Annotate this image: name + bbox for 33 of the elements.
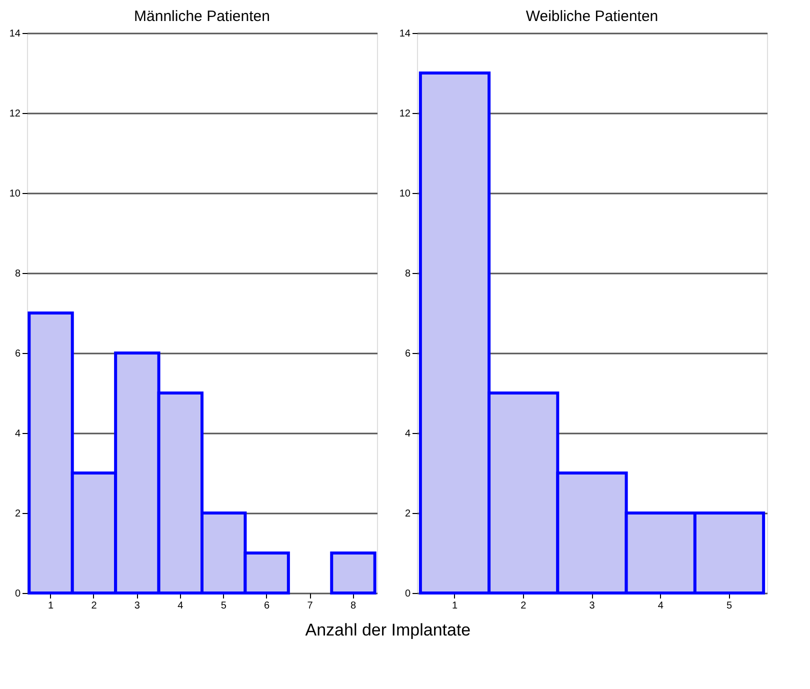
x-tick-label: 5 bbox=[220, 600, 227, 612]
y-tick-label: 8 bbox=[14, 268, 21, 280]
y-tick-label: 12 bbox=[9, 108, 21, 120]
x-tick-label: 1 bbox=[452, 600, 458, 612]
chart-title: Männliche Patienten bbox=[134, 8, 270, 25]
bar bbox=[330, 552, 376, 594]
y-tick-label: 8 bbox=[404, 268, 411, 280]
x-tick-label: 1 bbox=[48, 600, 54, 612]
y-tick-label: 14 bbox=[9, 28, 21, 40]
x-tick-label: 3 bbox=[134, 600, 140, 612]
x-tick-label: 4 bbox=[658, 600, 664, 612]
y-tick-label: 2 bbox=[14, 508, 21, 520]
x-tick-label: 3 bbox=[589, 600, 596, 612]
x-tick-label: 2 bbox=[91, 600, 98, 612]
y-tick-label: 0 bbox=[404, 588, 411, 600]
x-tick-label: 6 bbox=[264, 600, 270, 612]
y-tick-label: 0 bbox=[14, 588, 21, 600]
y-tick-label: 4 bbox=[404, 428, 411, 440]
x-tick-label: 2 bbox=[520, 600, 527, 612]
y-tick-label: 14 bbox=[399, 28, 411, 40]
x-tick-label: 7 bbox=[307, 600, 314, 612]
y-tick-label: 2 bbox=[404, 508, 411, 520]
y-tick-label: 12 bbox=[399, 108, 411, 120]
y-tick-label: 4 bbox=[14, 428, 21, 440]
chart-title: Weibliche Patienten bbox=[526, 8, 658, 25]
x-tick-label: 8 bbox=[350, 600, 356, 612]
y-tick-label: 6 bbox=[14, 348, 21, 360]
y-tick-label: 10 bbox=[399, 188, 411, 200]
x-axis-title: Anzahl der Implantate bbox=[305, 620, 471, 640]
y-tick-label: 6 bbox=[404, 348, 411, 360]
x-tick-label: 5 bbox=[726, 600, 732, 612]
x-tick-label: 4 bbox=[178, 600, 184, 612]
y-tick-label: 10 bbox=[9, 188, 21, 200]
